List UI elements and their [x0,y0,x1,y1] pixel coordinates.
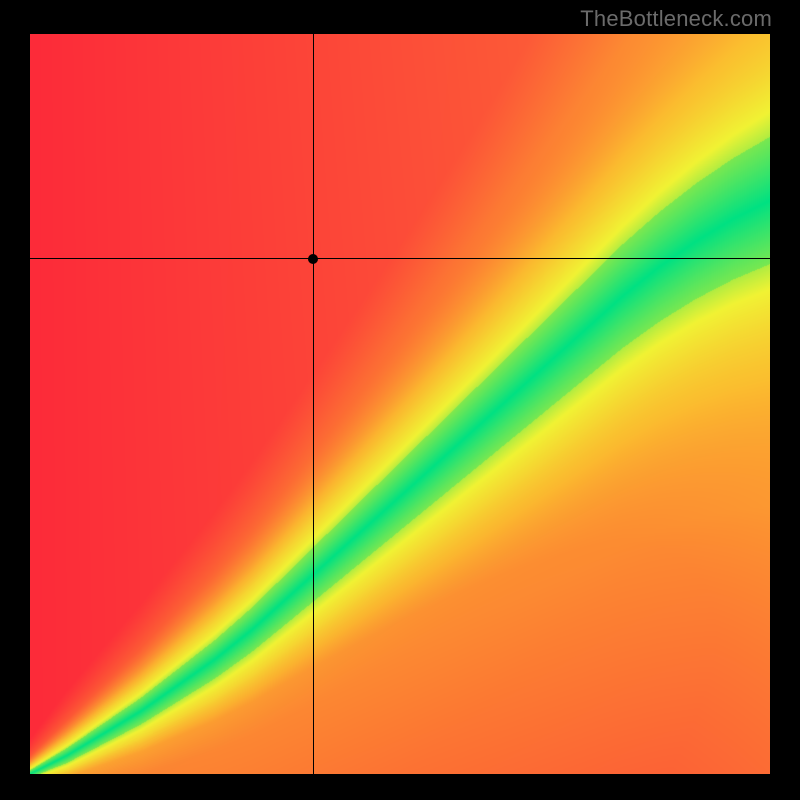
watermark-text: TheBottleneck.com [580,6,772,32]
heatmap-plot [30,34,770,774]
heatmap-canvas [30,34,770,774]
crosshair-horizontal [30,258,770,259]
crosshair-vertical [313,34,314,774]
